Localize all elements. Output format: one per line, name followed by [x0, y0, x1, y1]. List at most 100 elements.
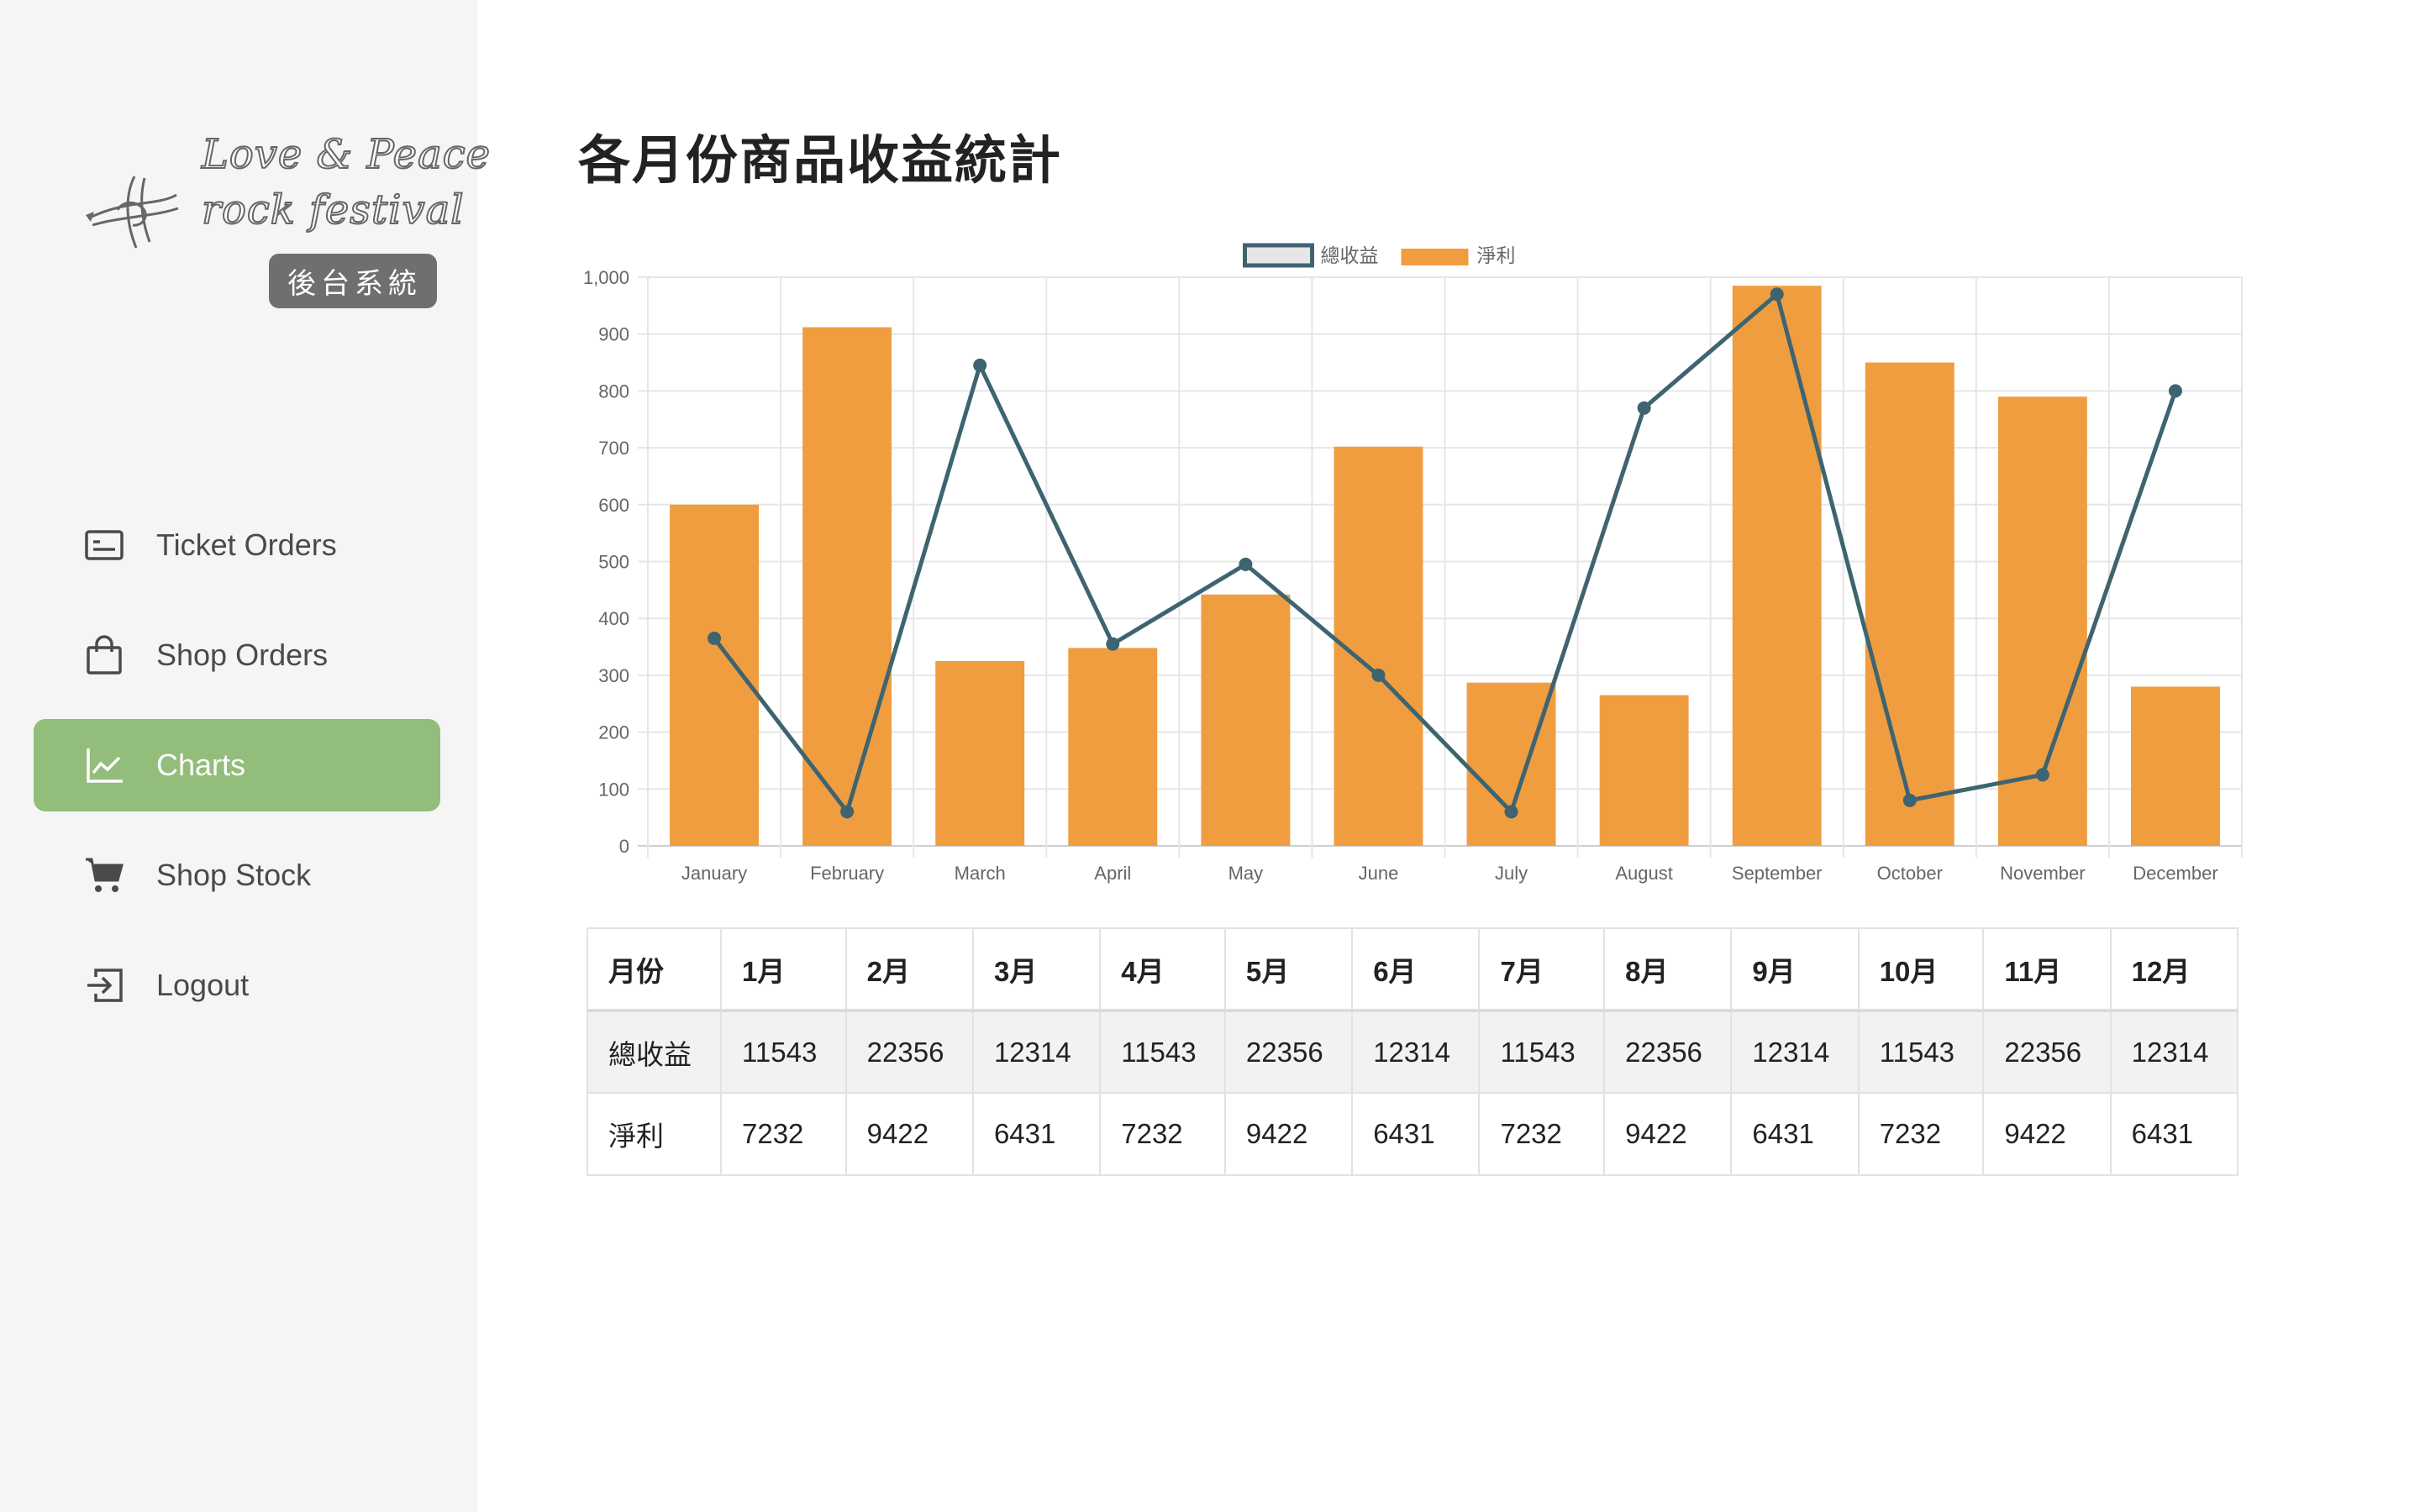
table-row-label: 總收益 [587, 1010, 722, 1094]
table-cell: 22356 [1982, 1010, 2112, 1094]
table-cell: 7232 [1478, 1092, 1606, 1176]
line-point-december [2168, 384, 2182, 398]
sidebar-item-shop-orders[interactable]: Shop Orders [34, 609, 440, 701]
table-header-cell: 9月 [1730, 927, 1860, 1012]
sidebar-item-label: Charts [156, 748, 246, 782]
logo-title-line-1: Love & Peace [201, 130, 491, 179]
x-tick-label: April [1094, 863, 1131, 884]
line-point-september [1770, 287, 1784, 302]
x-tick-label: February [810, 863, 884, 884]
revenue-chart: 0 100 200 300 400 500 600 700 800 900 1,000 January… [561, 227, 2326, 899]
logo-title-line-2: rock festival [201, 186, 465, 234]
bar-january [670, 504, 759, 846]
table-header-cell: 1月 [720, 927, 847, 1012]
x-tick-label: March [955, 863, 1006, 884]
table-cell: 12314 [1351, 1010, 1481, 1094]
chart-canvas: 0 100 200 300 400 500 600 700 800 900 1,000 January… [583, 243, 2243, 884]
table-cell: 7232 [1857, 1092, 1985, 1176]
sidebar: Love & Peace rock festival 後台系統 Ticket O… [0, 0, 491, 1512]
table-header-cell: 4月 [1099, 927, 1226, 1012]
table-cell: 12314 [2109, 1010, 2239, 1094]
sidebar-item-label: Shop Stock [156, 858, 312, 892]
line-point-january [708, 631, 722, 645]
y-tick-label: 0 [619, 836, 629, 857]
table-cell: 6431 [2109, 1092, 2239, 1176]
legend-swatch-total-revenue [1243, 243, 1314, 268]
bar-april [1068, 648, 1158, 846]
table-cell: 7232 [1099, 1092, 1226, 1176]
sidebar-item-label: Ticket Orders [156, 528, 337, 562]
sidebar-item-label: Shop Orders [156, 638, 329, 672]
line-point-june [1371, 668, 1386, 682]
table-cell: 12314 [1730, 1010, 1860, 1094]
sidebar-item-ticket-orders[interactable]: Ticket Orders [34, 499, 440, 591]
table-row-label: 淨利 [587, 1092, 722, 1176]
table-header-cell: 2月 [844, 927, 974, 1012]
table-header-cell: 10月 [1857, 927, 1985, 1012]
y-tick-label: 600 [598, 495, 629, 516]
sidebar-item-shop-stock[interactable]: Shop Stock [34, 829, 440, 921]
monthly-revenue-table: 月份 1月 2月 3月 4月 5月 6月 7月 8月 9月 10月 11月 12月 總收益 11543 22… [587, 927, 2239, 1176]
table-header-cell: 3月 [971, 927, 1102, 1012]
table-header-row: 月份 1月 2月 3月 4月 5月 6月 7月 8月 9月 10月 11月 12月 [587, 927, 2239, 1012]
bar-february [802, 327, 892, 846]
table-cell: 9422 [844, 1092, 974, 1176]
x-tick-label: May [1228, 863, 1264, 884]
y-tick-label: 400 [598, 608, 629, 629]
line-point-april [1106, 637, 1120, 651]
line-point-march [973, 358, 987, 372]
table-cell: 22356 [1223, 1010, 1354, 1094]
bar-june [1334, 446, 1423, 846]
x-tick-label: October [1877, 863, 1943, 884]
table-cell: 11543 [1857, 1010, 1985, 1094]
table-cell: 11543 [720, 1010, 847, 1094]
table-cell: 9422 [1603, 1092, 1733, 1176]
x-tick-label: December [2133, 863, 2217, 884]
main-content: 各月份商品收益統計 0 100 200 300 400 500 600 700 800 900 1,… [477, 0, 2420, 1512]
table-cell: 7232 [720, 1092, 847, 1176]
y-tick-label: 200 [598, 722, 629, 743]
bar-october [1865, 362, 1954, 846]
table-cell: 22356 [1603, 1010, 1733, 1094]
table-header-cell: 12月 [2109, 927, 2239, 1012]
x-tick-label: November [2000, 863, 2085, 884]
table-header-cell: 7月 [1478, 927, 1606, 1012]
table-cell: 22356 [844, 1010, 974, 1094]
table-header-month: 月份 [587, 927, 722, 1012]
sidebar-item-charts[interactable]: Charts [34, 719, 440, 811]
line-point-may [1239, 557, 1253, 571]
table-cell: 9422 [1223, 1092, 1354, 1176]
guitar-logo-icon [86, 176, 179, 249]
table-row: 淨利 7232 9422 6431 7232 9422 6431 7232 9422 6431 72… [587, 1092, 2239, 1176]
bar-march [935, 660, 1025, 846]
table-header-cell: 8月 [1603, 927, 1733, 1012]
table-row: 總收益 11543 22356 12314 11543 22356 12314 11543 22… [587, 1010, 2239, 1094]
legend-label-net-profit: 淨利 [1477, 244, 1516, 266]
bar-august [1599, 695, 1689, 846]
sidebar-item-logout[interactable]: Logout [34, 939, 440, 1032]
y-tick-label: 800 [598, 381, 629, 402]
line-series-total-revenue [713, 291, 2178, 814]
table-body: 總收益 11543 22356 12314 11543 22356 12314 11543 22… [587, 1010, 2239, 1176]
legend-label-total-revenue: 總收益 [1321, 244, 1379, 266]
x-tick-label: September [1732, 863, 1823, 884]
bar-december [2131, 686, 2220, 846]
backend-system-badge: 後台系統 [269, 254, 437, 308]
table-cell: 6431 [1730, 1092, 1860, 1176]
table-header-cell: 11月 [1982, 927, 2112, 1012]
legend-swatch-net-profit [1401, 249, 1469, 265]
sidebar-item-label: Logout [156, 968, 250, 1002]
cart-icon [84, 855, 124, 895]
x-tick-label: August [1615, 863, 1673, 884]
table-cell: 12314 [971, 1010, 1102, 1094]
x-tick-label: June [1359, 863, 1399, 884]
table-cell: 11543 [1099, 1010, 1226, 1094]
table-cell: 6431 [971, 1092, 1102, 1176]
shopping-bag-icon [84, 635, 124, 675]
bar-september [1732, 286, 1822, 846]
logo[interactable]: Love & Peace rock festival 後台系統 [84, 126, 491, 311]
y-tick-label: 500 [598, 552, 629, 573]
sidebar-nav: Ticket Orders Shop Orders [34, 499, 440, 1049]
line-point-november [2035, 768, 2049, 782]
